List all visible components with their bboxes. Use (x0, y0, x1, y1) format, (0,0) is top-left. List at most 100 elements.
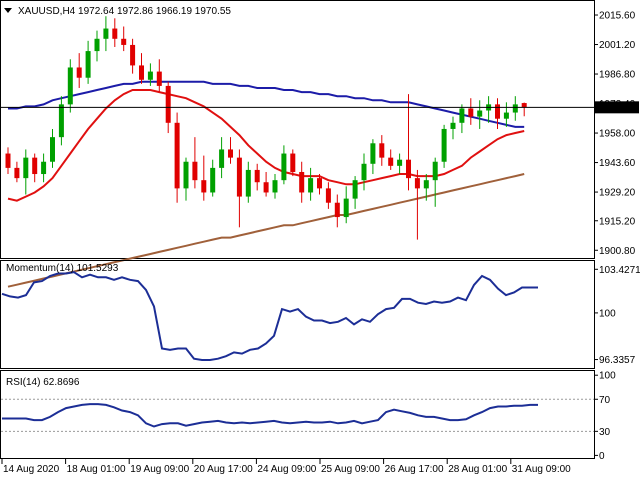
x-tick-label: 18 Aug 01:00 (67, 464, 126, 475)
x-tick-label: 24 Aug 09:00 (257, 464, 316, 475)
momentum-panel-border (0, 260, 595, 369)
rsi-line (2, 403, 538, 428)
candle-body (317, 178, 322, 189)
candle-body (58, 104, 64, 138)
y-tick-label: 1986.80 (599, 70, 636, 81)
y-tick-label: 2015.60 (599, 11, 636, 22)
candle-body (103, 28, 109, 39)
main-panel: XAUUSD,H4 1972.64 1972.86 1966.19 1970.5… (0, 0, 639, 288)
candle-body (41, 161, 47, 175)
main-panel-border (0, 0, 595, 259)
candle-body (477, 110, 483, 117)
candle-body (50, 137, 55, 162)
candle-body (343, 198, 349, 218)
candle-body (468, 108, 474, 117)
candle-body (228, 149, 233, 158)
y-tick-label: 1915.20 (599, 216, 636, 227)
y-tick-label: 103.4271 (599, 265, 640, 276)
candle-body (512, 104, 518, 113)
candle-body (121, 38, 127, 45)
ma-slow-line (7, 173, 525, 288)
candle-body (139, 65, 144, 80)
collapse-triangle-icon[interactable] (4, 8, 12, 13)
candle-body (192, 161, 198, 181)
candle-body (147, 71, 153, 80)
candle-body (281, 153, 287, 181)
candle-body (450, 122, 456, 129)
candle-body (76, 67, 82, 78)
momentum-header: Momentum(14) 101.5293 (6, 263, 119, 274)
price-tag-value: 1970.55 (598, 103, 635, 114)
rsi-panel: RSI(14) 62.8696 100 70 30 0 (0, 370, 616, 462)
ma-medium-line (8, 80, 525, 128)
candle-body (254, 169, 260, 183)
x-tick-label: 19 Aug 09:00 (130, 464, 189, 475)
candle-body (503, 112, 509, 119)
candle-body (219, 149, 225, 168)
candle-body (352, 180, 358, 199)
y-tick-label: 2001.20 (599, 40, 636, 51)
y-tick-label: 1943.60 (599, 158, 636, 169)
candle-body (397, 159, 403, 166)
candle-body (201, 180, 207, 193)
candle-body (406, 159, 411, 179)
candle-body (521, 103, 527, 108)
candle-body (290, 153, 296, 172)
momentum-line-area (1, 271, 538, 361)
candle-body (495, 104, 500, 119)
x-tick-label: 31 Aug 09:00 (512, 464, 571, 475)
candle-body (156, 71, 162, 86)
price-tag: 1970.55 (595, 101, 639, 114)
rsi-y-axis: 100 70 30 0 (594, 371, 616, 462)
main-plot-area (1, 16, 594, 288)
momentum-y-axis: 103.4271 100 96.3357 (594, 265, 640, 366)
candle-body (112, 28, 118, 39)
candle-body (85, 51, 91, 78)
y-tick-label: 1929.20 (599, 188, 636, 199)
y-tick-label: 0 (599, 451, 605, 462)
candle-body (432, 161, 438, 181)
candle-body (183, 161, 189, 189)
candle-body (165, 85, 171, 123)
candle-body (308, 178, 314, 193)
candle-body (423, 180, 429, 189)
momentum-line (1, 271, 538, 361)
candle-body (130, 44, 136, 66)
candle-body (379, 143, 385, 158)
main-header: XAUUSD,H4 1972.64 1972.86 1966.19 1970.5… (18, 6, 231, 17)
x-tick-label: 28 Aug 01:00 (448, 464, 507, 475)
y-tick-label: 1900.80 (599, 246, 636, 257)
candle-body (370, 143, 376, 164)
candle-body (5, 153, 11, 168)
ma-fast-line (7, 89, 525, 202)
candle-body (32, 157, 38, 175)
candle-body (459, 108, 465, 123)
time-axis: 14 Aug 2020 18 Aug 01:00 19 Aug 09:00 20 Au… (1, 459, 571, 475)
candle-body (94, 38, 100, 52)
y-tick-label: 100 (599, 308, 616, 319)
candle-body (245, 169, 251, 197)
candle-body (236, 157, 242, 197)
candle-body (325, 188, 331, 203)
y-tick-label: 96.3357 (599, 355, 636, 366)
candles (5, 16, 527, 240)
x-tick-label: 20 Aug 17:00 (194, 464, 253, 475)
candle-body (67, 67, 73, 105)
candle-body (299, 171, 305, 193)
candle-body (414, 178, 420, 189)
x-tick-label: 25 Aug 09:00 (321, 464, 380, 475)
candle-body (441, 128, 447, 162)
candle-body (388, 157, 394, 166)
y-tick-label: 30 (599, 427, 611, 438)
rsi-header: RSI(14) 62.8696 (6, 377, 80, 388)
candle-body (174, 122, 180, 189)
candle-body (23, 157, 29, 179)
candle-body (361, 163, 367, 181)
candle-body (334, 202, 340, 218)
price-tag-background (595, 101, 639, 114)
y-tick-label: 100 (599, 371, 616, 382)
candle-body (263, 182, 269, 193)
candle-body (14, 167, 20, 179)
y-tick-label: 1958.00 (599, 129, 636, 140)
